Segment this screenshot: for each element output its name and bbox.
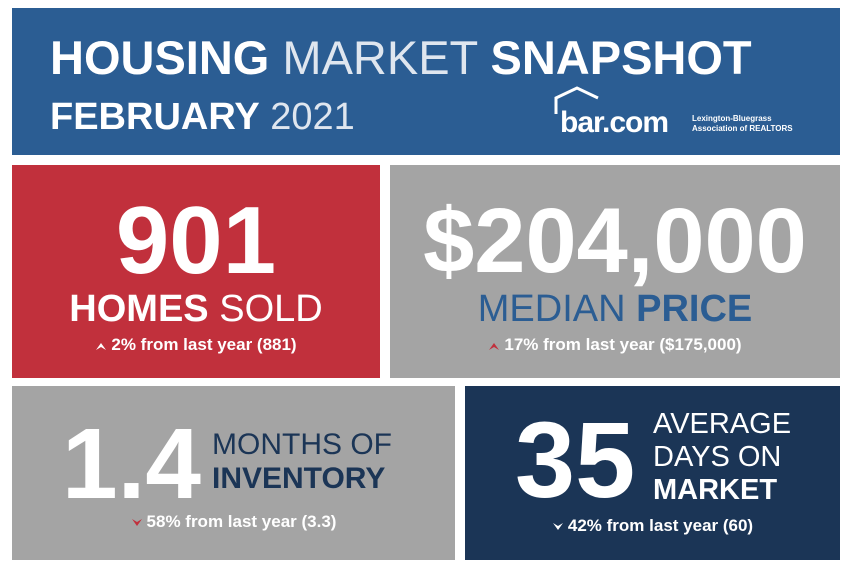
title-bold: HOUSING xyxy=(50,31,270,84)
down-arrow xyxy=(552,522,563,530)
up-arrow xyxy=(96,342,107,350)
label-light: MONTHS OF xyxy=(212,428,392,461)
tile-median-price: $204,000 MEDIAN PRICE 17% from last year… xyxy=(390,165,840,378)
tile-change: 58% from last year (3.3) xyxy=(12,512,455,532)
change-text: 58% from last year (3.3) xyxy=(146,512,337,531)
tile-label: AVERAGE DAYS ON MARKET xyxy=(653,408,791,507)
tile-value: 1.4 xyxy=(62,408,202,520)
label-bold: MARKET xyxy=(653,474,778,506)
logo-house xyxy=(554,86,599,114)
subtitle-light: 2021 xyxy=(270,96,355,138)
label-light: AVERAGE xyxy=(653,408,792,440)
label-light: DAYS ON xyxy=(653,441,782,473)
label-bold: INVENTORY xyxy=(212,462,386,495)
logo-line: Lexington-Bluegrass xyxy=(692,114,772,123)
down-arrow xyxy=(131,518,142,526)
title-bold: SNAPSHOT xyxy=(490,31,752,84)
header: HOUSING MARKET SNAPSHOT FEBRUARY 2021 ba… xyxy=(12,8,840,155)
tile-inventory: 1.4 MONTHS OF INVENTORY 58% from last ye… xyxy=(12,386,455,560)
tile-label: HOMES SOLD xyxy=(12,289,380,329)
label-light: MEDIAN xyxy=(477,288,626,330)
tile-change: 42% from last year (60) xyxy=(465,516,840,536)
label-light: SOLD xyxy=(219,288,323,330)
title-light: MARKET xyxy=(282,31,478,84)
tile-change: 17% from last year ($175,000) xyxy=(390,335,840,355)
up-arrow xyxy=(489,342,500,350)
label-bold: PRICE xyxy=(636,288,753,330)
logo-line: Association of REALTORS xyxy=(692,124,793,133)
tile-label: MEDIAN PRICE xyxy=(390,289,840,329)
logo: bar.com xyxy=(560,106,669,139)
tile-value: 35 xyxy=(515,399,636,520)
tile-homes-sold: 901 HOMES SOLD 2% from last year (881) xyxy=(12,165,380,378)
change-text: 17% from last year ($175,000) xyxy=(504,335,742,354)
tile-days-on-market: 35 AVERAGE DAYS ON MARKET 42% from last … xyxy=(465,386,840,560)
change-text: 42% from last year (60) xyxy=(567,516,754,535)
change-text: 2% from last year (881) xyxy=(111,335,297,354)
title: HOUSING MARKET SNAPSHOT xyxy=(50,30,752,85)
subtitle: FEBRUARY 2021 xyxy=(50,96,355,139)
tile-value: 901 xyxy=(115,187,277,294)
logo-text: Lexington-Bluegrass Association of REALT… xyxy=(692,114,793,134)
tile-change: 2% from last year (881) xyxy=(12,335,380,355)
subtitle-bold: FEBRUARY xyxy=(50,96,260,138)
label-bold: HOMES xyxy=(69,288,209,330)
tile-value: $204,000 xyxy=(423,190,807,292)
